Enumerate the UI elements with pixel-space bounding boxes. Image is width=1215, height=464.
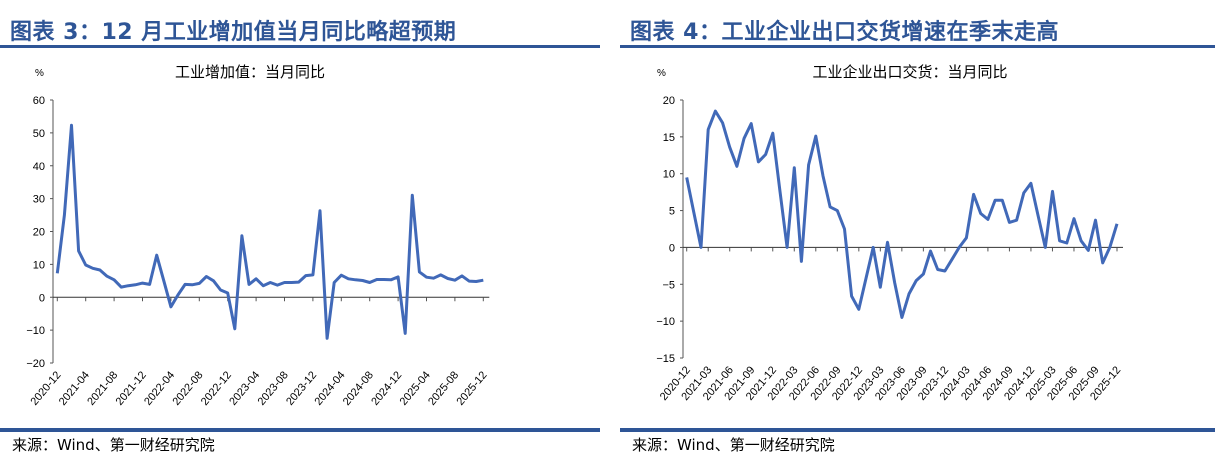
title-divider: [620, 45, 1215, 48]
y-axis-unit: %: [35, 68, 44, 79]
panel-industrial-value-added: 图表 3：12 月工业增加值当月同比略超预期 工业增加值：当月同比% 60 50 40…: [0, 0, 600, 464]
y-tick-label: −10: [656, 316, 675, 328]
y-tick-label: 50: [33, 128, 45, 140]
chart-export-delivery: 工业企业出口交货：当月同比%20151050−5−10−152020-12202…: [656, 63, 1123, 403]
figure-title: 图表 4：工业企业出口交货增速在季末走高: [630, 20, 1059, 45]
chart-title: 工业企业出口交货：当月同比: [812, 63, 1007, 81]
y-tick-label: 30: [33, 194, 45, 206]
source-divider: [620, 428, 1215, 432]
source-divider: [0, 428, 600, 432]
y-tick-label: 5: [669, 206, 675, 218]
y-tick-label: 10: [663, 169, 675, 181]
title-divider: [0, 45, 600, 48]
y-tick-label: −15: [656, 353, 675, 365]
series-line: [55, 123, 484, 340]
y-tick-label: −20: [26, 358, 45, 370]
y-tick-label: 0: [669, 242, 675, 254]
y-tick-label: −10: [26, 325, 45, 337]
y-tick-label: 0: [39, 292, 45, 304]
y-axis-unit: %: [657, 68, 666, 79]
x-tick-label: 2025-12: [454, 369, 489, 408]
source-note: 来源：Wind、第一财经研究院: [632, 436, 835, 454]
y-tick-label: 20: [33, 227, 45, 239]
figure-title: 图表 3：12 月工业增加值当月同比略超预期: [10, 20, 457, 45]
y-tick-label: 15: [663, 132, 675, 144]
chart-title: 工业增加值：当月同比: [175, 64, 325, 81]
source-note: 来源：Wind、第一财经研究院: [12, 436, 215, 454]
y-tick-label: 60: [33, 95, 45, 107]
chart-industrial-value-added: 工业增加值：当月同比%6050403020100−10−202020-12202…: [26, 64, 489, 408]
y-tick-label: 10: [33, 259, 45, 271]
y-tick-label: 40: [33, 161, 45, 173]
series-line: [685, 109, 1119, 319]
y-tick-label: 20: [663, 95, 675, 107]
y-tick-label: −5: [662, 279, 675, 291]
panel-export-delivery: 图表 4：工业企业出口交货增速在季末走高 工业企业出口交货：当月同比% 20 15 1…: [620, 0, 1215, 464]
